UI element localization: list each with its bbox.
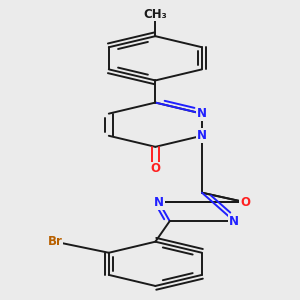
Text: N: N	[229, 214, 239, 228]
Text: O: O	[150, 163, 161, 176]
Text: N: N	[154, 196, 164, 209]
Text: CH₃: CH₃	[143, 8, 167, 20]
Text: Br: Br	[48, 235, 62, 248]
Text: O: O	[240, 196, 250, 209]
Text: N: N	[197, 107, 207, 120]
Text: N: N	[197, 129, 207, 142]
